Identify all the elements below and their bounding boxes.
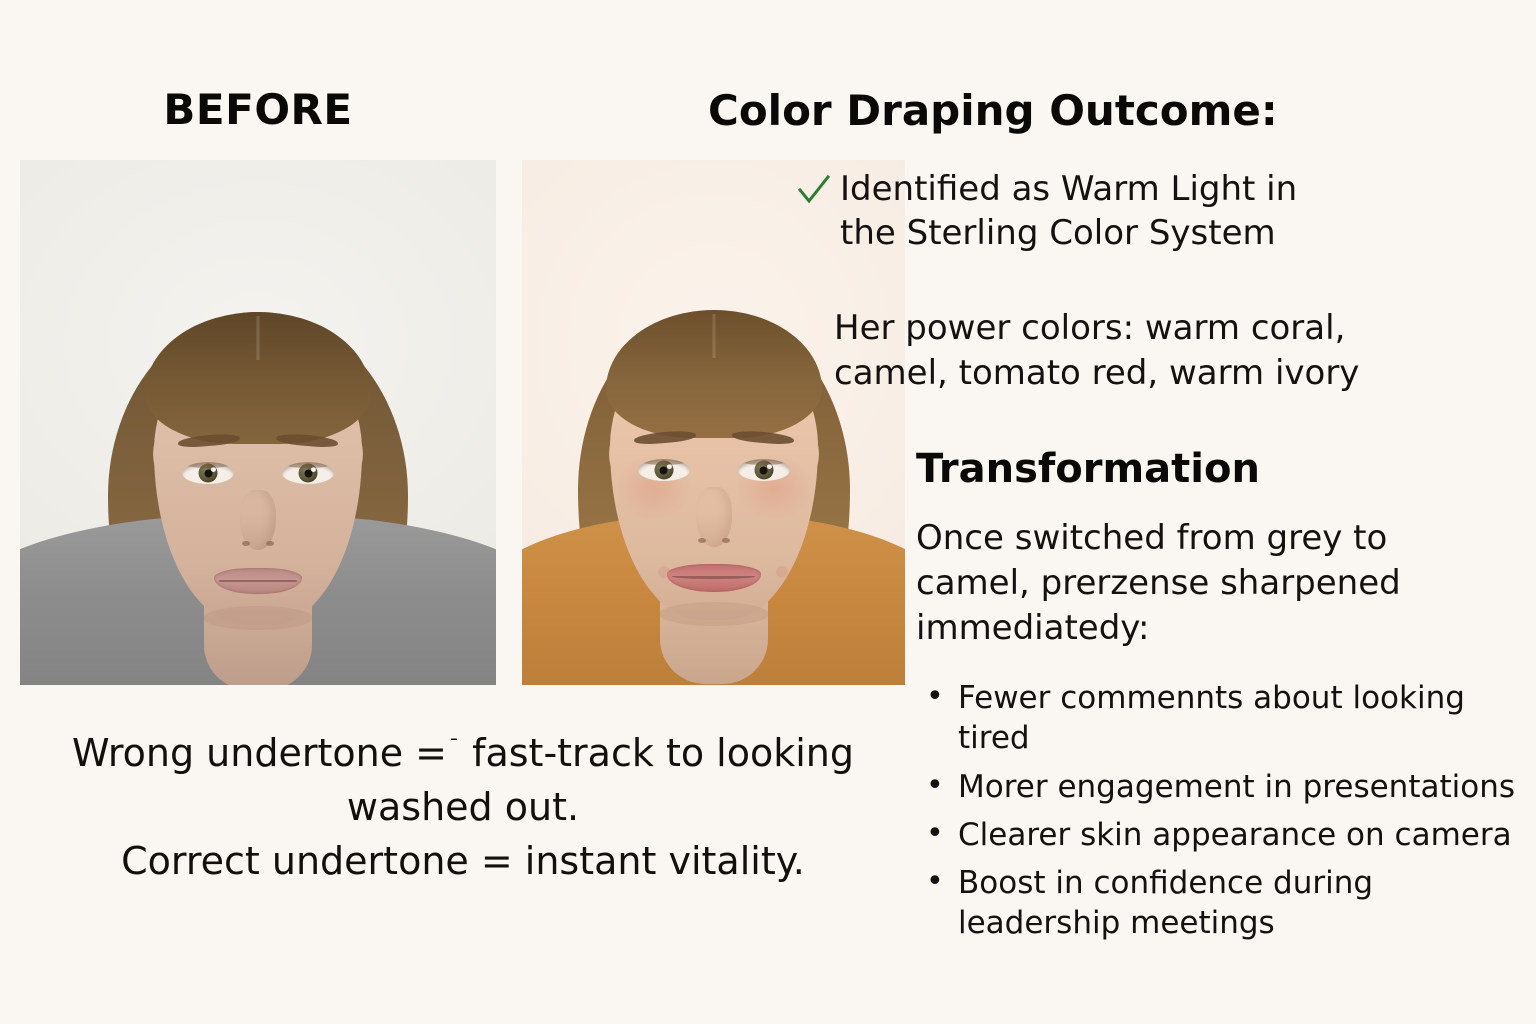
eyelid-left bbox=[637, 459, 690, 465]
lip-line bbox=[219, 579, 297, 582]
list-item: Boost in confidence during leadership me… bbox=[916, 862, 1476, 944]
outcome-title: Color Draping Outcome: bbox=[708, 86, 1278, 135]
eye-glint-right bbox=[311, 467, 317, 473]
transformation-title: Transformation bbox=[916, 446, 1260, 492]
chin-shadow bbox=[203, 606, 313, 630]
nostril-left bbox=[242, 541, 250, 546]
eye-left bbox=[637, 459, 690, 481]
outcome-panel: Color Draping Outcome: Identified as War… bbox=[708, 0, 1536, 1024]
nostril-right bbox=[266, 541, 274, 546]
caption-line-2: washed out. bbox=[346, 784, 580, 829]
list-item: Fewer commennts about looking tired bbox=[916, 677, 1476, 759]
transformation-body: Once switched from grey to camel, prerze… bbox=[916, 518, 1401, 649]
after-photo bbox=[522, 160, 905, 685]
eye-glint-left bbox=[211, 467, 217, 473]
nose bbox=[695, 487, 732, 547]
portrait-figure bbox=[522, 160, 905, 685]
eyelid-right bbox=[282, 462, 334, 468]
transformation-bullet-list: Fewer commennts about looking tired More… bbox=[916, 677, 1536, 952]
list-item: Clearer skin appearance on camera bbox=[916, 814, 1536, 855]
caption-artifact-glyph: ˉ bbox=[449, 735, 459, 759]
before-photo bbox=[20, 160, 496, 685]
caption-line-3: Correct undertone = instant vitality. bbox=[121, 838, 805, 883]
mouth bbox=[657, 564, 761, 592]
nostril-left bbox=[697, 538, 706, 543]
nostril-right bbox=[721, 538, 730, 543]
eyelid-left bbox=[182, 462, 234, 468]
before-caption: Wrong undertone = ˉ fast-track to looking… bbox=[20, 727, 906, 889]
outcome-check-row: Identified as Warm Light in the Sterling… bbox=[796, 168, 1336, 255]
eye-right bbox=[282, 462, 334, 484]
pupil-left bbox=[659, 466, 668, 474]
eye-glint-right bbox=[766, 464, 772, 470]
portrait-figure bbox=[20, 160, 496, 685]
eye-left bbox=[182, 462, 234, 484]
hair-top bbox=[145, 312, 371, 444]
check-icon bbox=[796, 172, 832, 212]
pupil-right bbox=[759, 466, 768, 474]
hair-top bbox=[605, 310, 822, 438]
check-text: Identified as Warm Light in the Sterling… bbox=[840, 169, 1298, 253]
eye-right bbox=[737, 459, 790, 481]
pupil-right bbox=[304, 469, 312, 477]
chin-shadow bbox=[658, 602, 769, 626]
lip-line bbox=[672, 576, 755, 580]
eye-glint-left bbox=[666, 464, 672, 470]
before-label: BEFORE bbox=[163, 85, 353, 134]
pupil-left bbox=[204, 469, 212, 477]
caption-line-1-part-1: Wrong undertone = bbox=[71, 731, 447, 775]
power-colors-text: Her power colors: warm coral, camel, tom… bbox=[834, 308, 1360, 393]
mouth bbox=[214, 568, 302, 594]
caption-line-1-part-2: fast-track to looking bbox=[460, 731, 854, 775]
eyelid-right bbox=[737, 459, 790, 465]
list-item: Morer engagement in presentations bbox=[916, 766, 1536, 807]
nose bbox=[240, 490, 276, 550]
